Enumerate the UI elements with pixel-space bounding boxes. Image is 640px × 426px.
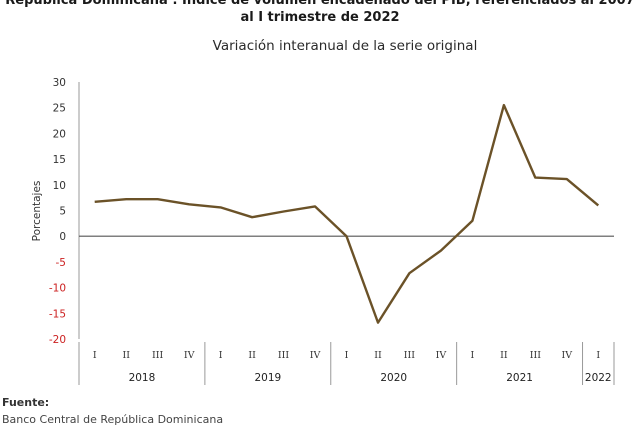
x-tick-label-year: 2019 (254, 372, 281, 384)
x-tick-label-quarter: I (219, 350, 223, 361)
y-axis-tick-labels: 30 25 20 15 10 5 0 -5 -10 -15 -20 (49, 77, 66, 346)
source-heading: Fuente: (2, 396, 49, 409)
x-tick-label-quarter: III (530, 350, 542, 361)
x-tick-label-quarter: I (596, 350, 600, 361)
y-tick-label: 5 (59, 206, 66, 218)
x-tick-label-year: 2018 (129, 372, 156, 384)
series-line (95, 105, 599, 323)
x-tick-label-year: 2022 (585, 372, 612, 384)
x-tick-label-year: 2020 (380, 372, 407, 384)
x-tick-label-quarter: III (278, 350, 290, 361)
x-tick-label-quarter: I (470, 350, 474, 361)
x-tick-label-quarter: III (152, 350, 164, 361)
y-tick-label: -5 (56, 257, 66, 269)
axis-lines (79, 82, 614, 339)
y-tick-label: 25 (53, 103, 66, 115)
series-pib (95, 105, 599, 323)
x-tick-label-year: 2021 (506, 372, 533, 384)
x-tick-label-quarter: IV (561, 350, 572, 361)
x-tick-label-quarter: II (500, 350, 508, 361)
x-tick-label-quarter: II (248, 350, 256, 361)
source-text: Banco Central de República Dominicana (2, 413, 223, 426)
y-tick-label: -10 (49, 283, 66, 295)
y-tick-label: 30 (53, 77, 66, 89)
y-axis-label: Porcentajes (31, 181, 43, 242)
x-tick-label-quarter: II (374, 350, 382, 361)
x-tick-label-quarter: II (122, 350, 130, 361)
x-tick-label-quarter: I (345, 350, 349, 361)
y-tick-label: -15 (49, 308, 66, 320)
x-tick-label-quarter: I (93, 350, 97, 361)
y-tick-label: 0 (59, 231, 66, 243)
x-tick-label-quarter: IV (436, 350, 447, 361)
y-tick-label: 15 (53, 154, 66, 166)
y-tick-label: 10 (53, 180, 66, 192)
x-tick-label-quarter: III (404, 350, 416, 361)
x-tick-label-quarter: IV (310, 350, 321, 361)
y-tick-label: -20 (49, 334, 66, 346)
y-tick-label: 20 (53, 128, 66, 140)
x-tick-label-quarter: IV (184, 350, 195, 361)
